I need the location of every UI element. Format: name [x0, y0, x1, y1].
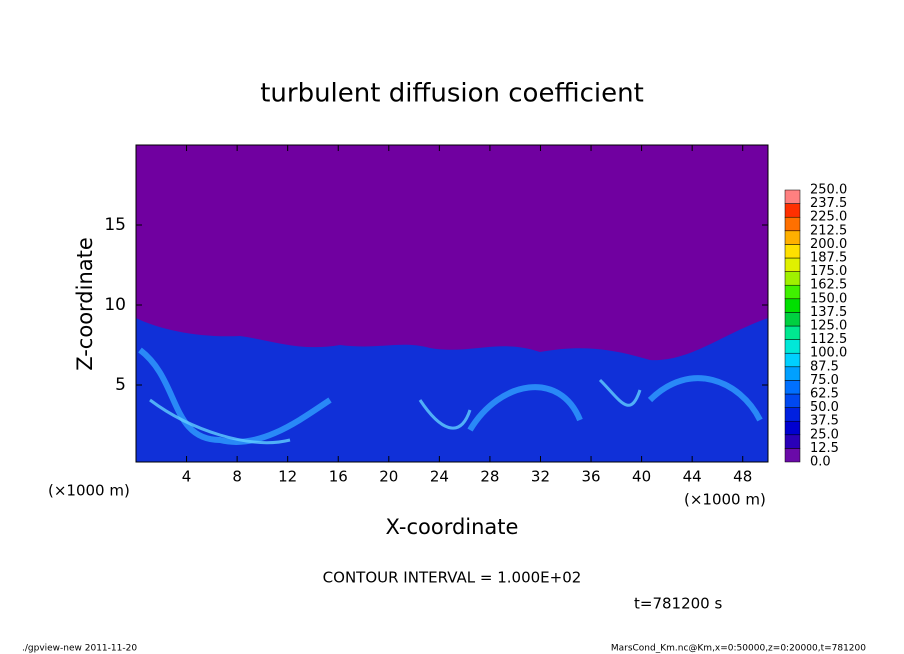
colorbar-box [784, 448, 801, 463]
colorbar-label: 175.0 [810, 264, 847, 279]
x-tick-label: 48 [733, 468, 752, 486]
x-tick-label: 28 [480, 468, 499, 486]
colorbar-box [784, 380, 801, 395]
colorbar-label: 112.5 [810, 332, 847, 347]
x-axis-label: X-coordinate [386, 515, 519, 539]
colorbar-label: 200.0 [810, 237, 847, 252]
colorbar-label: 162.5 [810, 278, 847, 293]
colorbar-box [784, 434, 801, 449]
y-tick-label: 5 [115, 375, 126, 395]
x-tick-label: 36 [581, 468, 600, 486]
colorbar-box [784, 298, 801, 313]
footer-right: MarsCond_Km.nc@Km,x=0:50000,z=0:20000,t=… [611, 644, 866, 654]
colorbar-label: 12.5 [810, 441, 839, 456]
x-tick-label: 8 [232, 468, 242, 486]
colorbar-label: 225.0 [810, 210, 847, 225]
colorbar-label: 87.5 [810, 359, 839, 374]
field [136, 145, 768, 462]
colorbar-box [784, 366, 801, 381]
colorbar-label: 150.0 [810, 291, 847, 306]
colorbar-box [784, 325, 801, 340]
colorbar-box [784, 352, 801, 368]
colorbar-label: 187.5 [810, 251, 847, 266]
colorbar-label: 75.0 [810, 373, 839, 388]
colorbar-label: 237.5 [810, 196, 847, 211]
x-tick-label: 4 [182, 468, 192, 486]
footer-left: ./gpview-new 2011-11-20 [22, 644, 137, 654]
colorbar-label: 100.0 [810, 346, 847, 361]
colorbar-label: 37.5 [810, 414, 839, 429]
x-tick-label: 44 [683, 468, 702, 486]
y-unit: (×1000 m) [48, 482, 130, 500]
colorbar-label: 62.5 [810, 387, 839, 402]
y-axis-label: Z-coordinate [73, 237, 97, 371]
colorbar-box [784, 216, 801, 232]
colorbar-box [784, 203, 801, 218]
x-tick-label: 12 [278, 468, 297, 486]
colorbar-box [784, 420, 801, 436]
colorbar-label: 212.5 [810, 223, 847, 238]
field-swirls [149, 378, 642, 445]
x-unit: (×1000 m) [684, 491, 766, 509]
x-tick-label: 20 [379, 468, 398, 486]
y-tick-label: 10 [104, 295, 126, 315]
colorbar-box [784, 189, 801, 204]
y-tick-label: 15 [104, 215, 126, 235]
colorbar-label: 25.0 [810, 427, 839, 442]
colorbar-box [784, 312, 801, 327]
time-label: t=781200 s [634, 595, 722, 613]
colorbar-box [784, 407, 801, 422]
colorbar-box [784, 257, 801, 272]
colorbar-box [784, 244, 801, 259]
x-tick-label: 32 [531, 468, 550, 486]
chart-title: turbulent diffusion coefficient [260, 79, 644, 109]
colorbar-box [784, 230, 801, 245]
colorbar-label: 125.0 [810, 319, 847, 334]
colorbar-label: 137.5 [810, 305, 847, 320]
colorbar-box [784, 393, 801, 408]
colorbar-box [784, 339, 801, 354]
annotation: CONTOUR INTERVAL = 1.000E+02 [323, 569, 582, 587]
colorbar-label: 0.0 [810, 455, 831, 470]
x-tick-label: 40 [632, 468, 651, 486]
plot-frame [135, 144, 769, 463]
colorbar-box [784, 284, 801, 300]
x-tick-label: 24 [430, 468, 449, 486]
colorbar-label: 50.0 [810, 400, 839, 415]
field-swirls [138, 347, 763, 445]
colorbar-box [784, 271, 801, 286]
x-tick-label: 16 [329, 468, 348, 486]
colorbar-label: 250.0 [810, 183, 847, 198]
